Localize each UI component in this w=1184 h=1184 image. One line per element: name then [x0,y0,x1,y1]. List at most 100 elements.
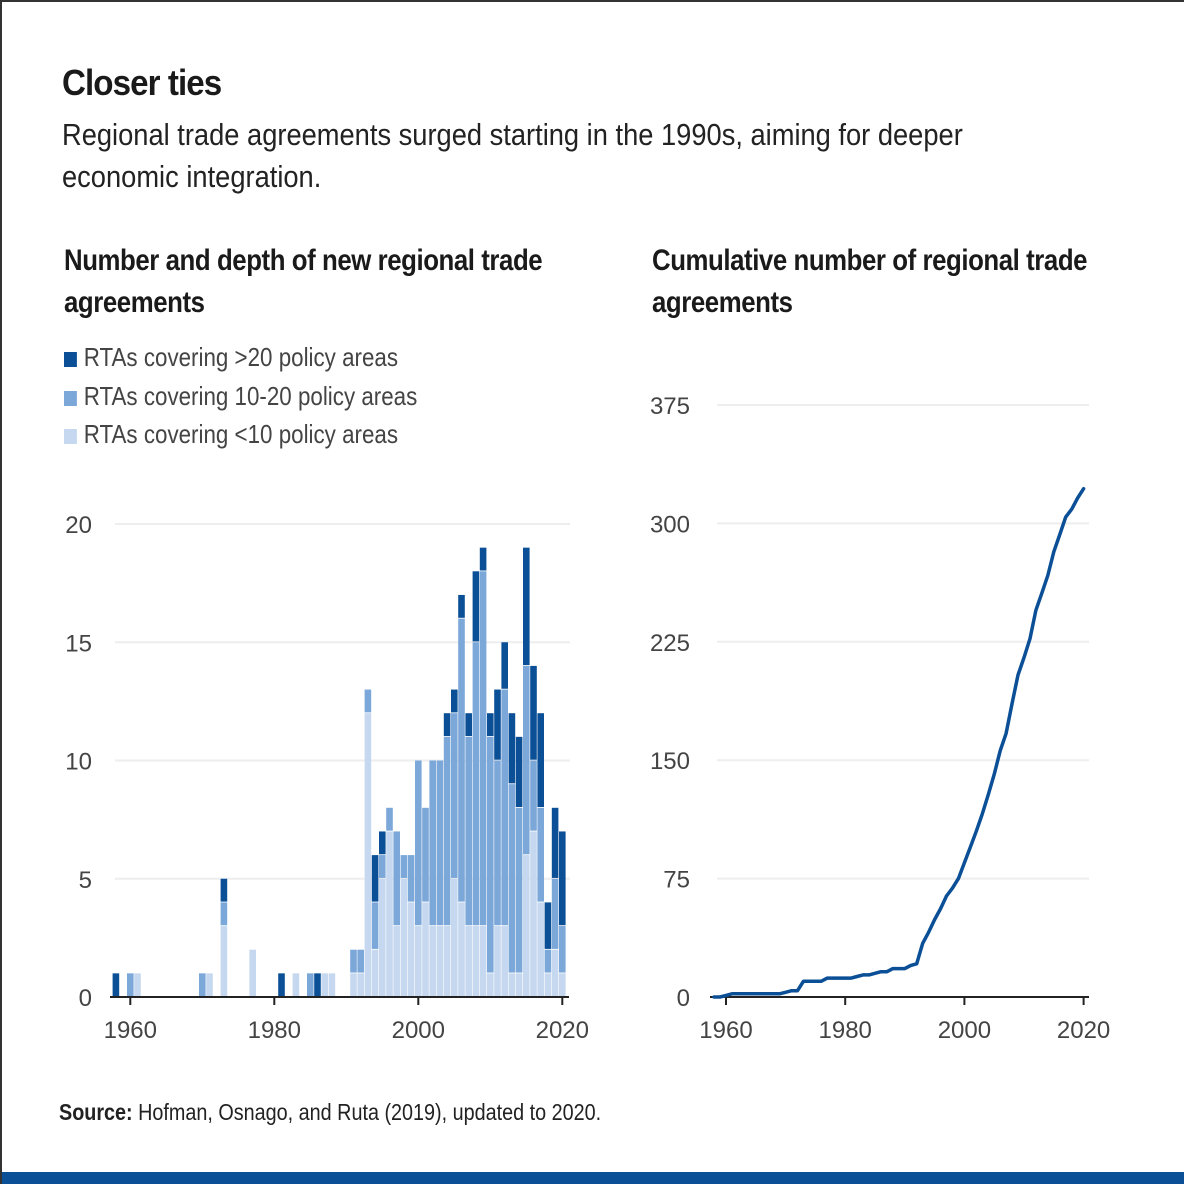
bar-segment [364,713,372,997]
bar-segment [278,973,285,997]
bar-segment [451,689,458,713]
bar-segment [472,571,480,642]
bar-segment [530,760,537,831]
bar-segment [415,760,422,926]
bar-segment [393,831,400,926]
bar-segment [429,926,436,997]
x-tick-label: 1960 [104,1017,157,1044]
bar-segment [472,642,480,926]
bar-segment [544,949,552,973]
cumulative-line [712,486,1086,999]
bar-segment [443,926,451,997]
bar-segment [515,736,523,807]
bar-segment [407,902,415,997]
bar-segment [544,902,552,949]
bar-segment [364,689,372,713]
bar-segment [371,855,379,902]
bar-segment [458,594,465,618]
bar-segment [508,713,516,784]
bar-segment [465,736,472,926]
bar-segment [357,949,364,973]
bar-segment [494,926,501,997]
legend-item-shallow: RTAs covering <10 policy areas [64,419,398,450]
bar-segment [386,807,393,831]
bar-segment [436,760,444,926]
bar-segment [249,949,256,997]
bar-segment [515,973,523,997]
bar-segment [465,926,472,997]
page-title: Closer ties [62,62,222,103]
bar-segment [494,760,501,926]
bar-segment [371,902,379,949]
bar-segment [472,926,480,997]
x-tick-label: 2000 [392,1017,445,1044]
bar-segment [537,902,544,997]
legend-label: RTAs covering <10 policy areas [83,419,399,449]
legend-swatch-medium [64,391,77,406]
bar-segment [443,736,451,926]
bar-segment [479,571,487,926]
y-tick-label: 10 [65,749,92,776]
x-tick-label: 1960 [699,1017,752,1044]
bar-segment [508,784,516,973]
bar-segment [379,831,386,855]
bar-segment [328,973,336,997]
bar-segment [379,878,386,997]
bar-segment [400,878,408,997]
bottom-brand-bar [2,1172,1184,1184]
bar-segment [407,855,415,902]
bar-segment [451,878,458,997]
bar-segment [494,689,501,760]
x-tick-label: 2000 [938,1017,991,1044]
bar-segment [530,665,537,760]
bar-segment [537,713,544,807]
bar-segment [551,949,559,997]
y-tick-label: 5 [79,867,92,894]
source-note: Source: Hofman, Osnago, and Ruta (2019),… [59,1099,601,1126]
bar-segment [314,973,321,997]
legend-item-medium: RTAs covering 10-20 policy areas [64,381,417,412]
bar-segment [530,831,537,997]
bar-segment [487,713,494,737]
bar-segment [487,736,494,973]
bar-segment [292,973,300,997]
bar-segment [559,973,566,997]
bar-segment [443,713,451,737]
bar-segment [112,973,120,997]
bar-segment [127,973,134,997]
bar-segment [393,926,400,997]
bar-segment [544,973,552,997]
bar-segment [501,926,508,997]
right-chart-title: Cumulative number of regional trade agre… [652,244,1088,319]
bar-segment [458,902,465,997]
bar-segment [422,902,429,997]
bar-segment [206,973,213,997]
x-tick-label: 2020 [536,1017,589,1044]
bar-segment [379,855,386,878]
bar-segment [422,807,429,902]
legend-label: RTAs covering >20 policy areas [83,342,399,372]
y-tick-label: 15 [65,630,92,657]
bar-segment [451,713,458,878]
bar-segment [321,973,328,997]
legend-item-deep: RTAs covering >20 policy areas [64,342,398,373]
bar-segment [537,807,544,902]
bar-segment [501,689,508,926]
y-tick-label: 300 [650,511,690,538]
x-tick-label: 1980 [819,1017,872,1044]
legend-swatch-deep [64,352,77,367]
bar-segment [436,926,444,997]
x-tick-label: 2020 [1057,1017,1110,1044]
bar-segment [220,902,228,926]
bar-segment [134,973,141,997]
page-subtitle: Regional trade agreements surged startin… [62,117,963,194]
bar-segment [458,618,465,902]
bar-segment [307,973,314,997]
bar-segment [551,807,559,878]
bar-segment [386,831,393,997]
bar-segment [551,878,559,949]
source-text: Hofman, Osnago, and Ruta (2019), updated… [132,1099,602,1125]
bar-segment [523,665,530,855]
bar-segment [415,926,422,997]
